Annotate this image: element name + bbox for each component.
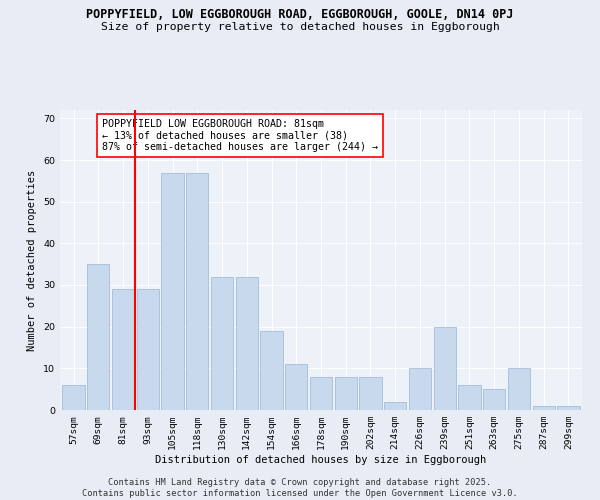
Bar	[384, 402, 406, 410]
Bar	[211, 276, 233, 410]
Bar	[161, 172, 184, 410]
Bar	[186, 172, 208, 410]
Y-axis label: Number of detached properties: Number of detached properties	[28, 170, 37, 350]
Bar	[310, 376, 332, 410]
Bar	[112, 289, 134, 410]
Bar	[87, 264, 109, 410]
Bar	[483, 389, 505, 410]
Bar	[62, 385, 85, 410]
Text: Size of property relative to detached houses in Eggborough: Size of property relative to detached ho…	[101, 22, 499, 32]
Bar	[458, 385, 481, 410]
Text: POPPYFIELD LOW EGGBOROUGH ROAD: 81sqm
← 13% of detached houses are smaller (38)
: POPPYFIELD LOW EGGBOROUGH ROAD: 81sqm ← …	[102, 119, 378, 152]
Bar	[508, 368, 530, 410]
Bar	[557, 406, 580, 410]
Bar	[137, 289, 159, 410]
X-axis label: Distribution of detached houses by size in Eggborough: Distribution of detached houses by size …	[155, 455, 487, 465]
Bar	[409, 368, 431, 410]
Bar	[260, 331, 283, 410]
Bar	[359, 376, 382, 410]
Bar	[434, 326, 456, 410]
Bar	[335, 376, 357, 410]
Bar	[285, 364, 307, 410]
Text: Contains HM Land Registry data © Crown copyright and database right 2025.
Contai: Contains HM Land Registry data © Crown c…	[82, 478, 518, 498]
Text: POPPYFIELD, LOW EGGBOROUGH ROAD, EGGBOROUGH, GOOLE, DN14 0PJ: POPPYFIELD, LOW EGGBOROUGH ROAD, EGGBORO…	[86, 8, 514, 20]
Bar	[533, 406, 555, 410]
Bar	[236, 276, 258, 410]
